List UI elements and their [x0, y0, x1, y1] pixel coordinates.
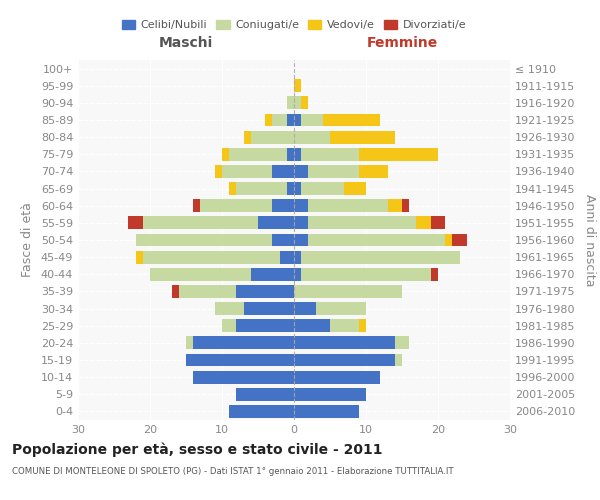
Bar	[143, 216, 258, 230]
Bar	[294, 370, 380, 384]
Bar	[222, 320, 236, 332]
Bar	[294, 216, 308, 230]
Bar	[236, 182, 287, 195]
Legend: Celibi/Nubili, Coniugati/e, Vedovi/e, Divorziati/e: Celibi/Nubili, Coniugati/e, Vedovi/e, Di…	[118, 15, 470, 34]
Bar	[172, 285, 179, 298]
Bar	[186, 354, 294, 366]
Bar	[294, 148, 301, 160]
Bar	[294, 96, 301, 110]
Text: Femmine: Femmine	[367, 36, 437, 50]
Bar	[316, 302, 366, 315]
Bar	[308, 200, 388, 212]
Bar	[301, 268, 431, 280]
Bar	[128, 216, 143, 230]
Bar	[136, 250, 143, 264]
Y-axis label: Anni di nascita: Anni di nascita	[583, 194, 596, 286]
Bar	[244, 130, 251, 143]
Bar	[236, 388, 294, 400]
Bar	[200, 200, 272, 212]
Bar	[445, 234, 452, 246]
Bar	[294, 268, 301, 280]
Bar	[287, 114, 294, 126]
Bar	[359, 165, 388, 178]
Bar	[251, 130, 294, 143]
Bar	[294, 182, 301, 195]
Bar	[294, 302, 316, 315]
Bar	[272, 200, 294, 212]
Bar	[431, 216, 445, 230]
Bar	[301, 182, 344, 195]
Bar	[452, 234, 467, 246]
Bar	[294, 250, 301, 264]
Bar	[179, 285, 236, 298]
Bar	[294, 80, 301, 92]
Bar	[272, 114, 287, 126]
Bar	[308, 216, 416, 230]
Bar	[222, 165, 272, 178]
Bar	[330, 320, 359, 332]
Bar	[272, 165, 294, 178]
Bar	[294, 130, 330, 143]
Bar	[402, 200, 409, 212]
Bar	[294, 234, 308, 246]
Bar	[287, 96, 294, 110]
Bar	[395, 354, 402, 366]
Bar	[244, 302, 294, 315]
Bar	[136, 234, 272, 246]
Bar	[301, 250, 460, 264]
Bar	[215, 302, 244, 315]
Bar	[193, 336, 294, 349]
Bar	[388, 200, 402, 212]
Bar	[359, 320, 366, 332]
Bar	[236, 285, 294, 298]
Bar	[344, 182, 366, 195]
Bar	[229, 148, 287, 160]
Bar	[294, 405, 359, 418]
Bar	[301, 148, 359, 160]
Bar	[294, 336, 395, 349]
Bar	[294, 165, 308, 178]
Bar	[150, 268, 251, 280]
Bar	[193, 370, 294, 384]
Text: COMUNE DI MONTELEONE DI SPOLETO (PG) - Dati ISTAT 1° gennaio 2011 - Elaborazione: COMUNE DI MONTELEONE DI SPOLETO (PG) - D…	[12, 468, 454, 476]
Bar	[222, 148, 229, 160]
Bar	[193, 200, 200, 212]
Text: Maschi: Maschi	[159, 36, 213, 50]
Bar	[359, 148, 438, 160]
Bar	[395, 336, 409, 349]
Bar	[287, 148, 294, 160]
Bar	[294, 388, 366, 400]
Bar	[308, 234, 445, 246]
Bar	[330, 130, 395, 143]
Bar	[301, 114, 323, 126]
Bar	[229, 182, 236, 195]
Y-axis label: Fasce di età: Fasce di età	[21, 202, 34, 278]
Bar	[301, 96, 308, 110]
Bar	[215, 165, 222, 178]
Bar	[265, 114, 272, 126]
Bar	[294, 285, 402, 298]
Bar	[280, 250, 294, 264]
Bar	[294, 200, 308, 212]
Bar	[258, 216, 294, 230]
Bar	[416, 216, 431, 230]
Bar	[431, 268, 438, 280]
Bar	[272, 234, 294, 246]
Bar	[287, 182, 294, 195]
Text: Popolazione per età, sesso e stato civile - 2011: Popolazione per età, sesso e stato civil…	[12, 442, 383, 457]
Bar	[308, 165, 359, 178]
Bar	[143, 250, 280, 264]
Bar	[229, 405, 294, 418]
Bar	[186, 336, 193, 349]
Bar	[294, 114, 301, 126]
Bar	[323, 114, 380, 126]
Bar	[294, 320, 330, 332]
Bar	[236, 320, 294, 332]
Bar	[294, 354, 395, 366]
Bar	[251, 268, 294, 280]
